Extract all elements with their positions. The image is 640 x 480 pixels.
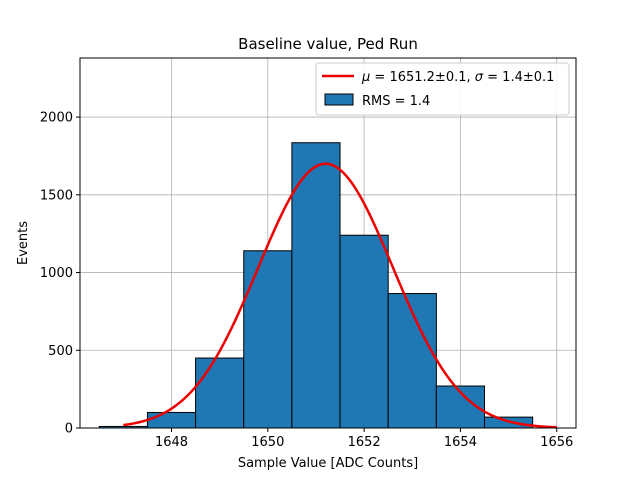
histogram-bar-6 [339, 234, 389, 429]
histogram-bar-4 [243, 250, 293, 429]
chart-title: Baseline value, Ped Run [238, 35, 418, 53]
legend-sigma-value: = 1.4±0.1 [483, 70, 554, 85]
x-axis-ticks: 1648 1650 1652 1654 1656 [155, 428, 573, 450]
x-tick-label: 1648 [155, 435, 188, 450]
legend: μ = 1651.2±0.1, σ = 1.4±0.1 RMS = 1.4 [315, 62, 570, 116]
legend-fit-label: μ = 1651.2±0.1, σ = 1.4±0.1 [361, 70, 554, 85]
legend-box [315, 62, 570, 116]
x-tick-label: 1650 [251, 435, 284, 450]
legend-sigma-symbol: σ [475, 70, 484, 85]
x-tick-label: 1654 [444, 435, 477, 450]
histogram-bar-2 [146, 411, 197, 429]
legend-histogram-label: RMS = 1.4 [362, 94, 430, 109]
y-axis-label: Events [16, 221, 31, 265]
y-tick-label: 1000 [40, 266, 73, 281]
gaussian-fit [123, 162, 557, 429]
x-tick-label: 1652 [348, 435, 381, 450]
histogram-bar-7 [387, 293, 437, 429]
x-tick-label: 1656 [540, 435, 573, 450]
x-axis-label: Sample Value [ADC Counts] [238, 456, 418, 471]
y-tick-label: 2000 [40, 111, 73, 126]
legend-mu-value: = 1651.2±0.1, [370, 70, 474, 85]
legend-mu-symbol: μ [361, 70, 370, 85]
y-tick-label: 1500 [40, 188, 73, 203]
y-tick-label: 500 [48, 344, 73, 359]
y-axis-ticks: 0 500 1000 1500 2000 [40, 111, 80, 437]
fit-curve [123, 162, 557, 429]
histogram-bars [98, 142, 534, 429]
y-tick-label: 0 [65, 422, 73, 437]
legend-histogram-swatch [324, 93, 354, 106]
plot-area-frame [79, 57, 577, 429]
histogram-bar-3 [195, 357, 245, 429]
